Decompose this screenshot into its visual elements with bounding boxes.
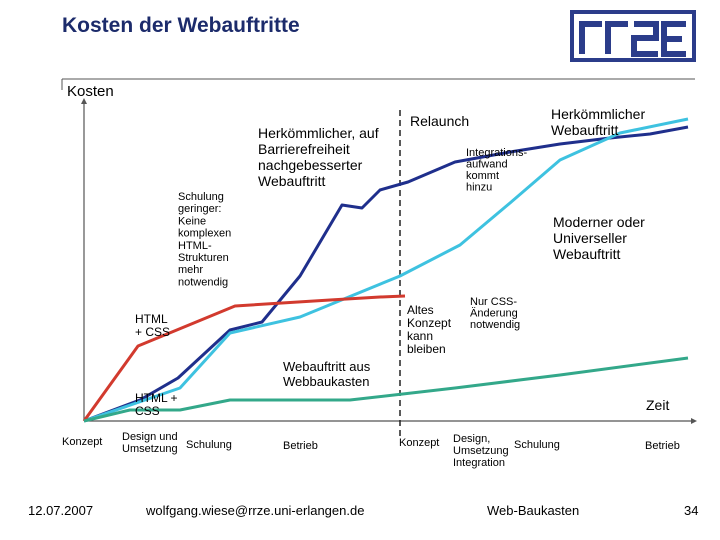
relaunch-label: Relaunch <box>410 113 469 129</box>
x-tick-design-1: Design und Umsetzung <box>122 431 178 455</box>
x-axis-label: Zeit <box>646 397 669 413</box>
y-axis-label: Kosten <box>67 83 114 100</box>
x-tick-konzept-2: Konzept <box>399 437 439 449</box>
annotation-html-css-lower: HTML + CSS <box>135 391 178 418</box>
x-tick-konzept-1: Konzept <box>62 436 102 448</box>
series-line-webbaukasten <box>82 294 406 422</box>
slide-title: Kosten der Webauftritte <box>62 14 300 37</box>
annotation-herkoemmlich-barrierefrei: Herkömmlicher, auf Barrierefreiheit nachge… <box>258 125 379 189</box>
x-tick-betrieb-2: Betrieb <box>645 440 680 452</box>
annotation-moderner-universeller: Moderner oder Universeller Webauftritt <box>553 214 645 262</box>
x-tick-schulung-2: Schulung <box>514 439 560 451</box>
annotation-webauftritt-baukasten: Webauftritt aus Webbaukasten <box>283 359 371 389</box>
annotation-altes-konzept: Altes Konzept kann bleiben <box>407 303 452 356</box>
annotation-herkoemmlicher-webauftritt: Herkömmlicher Webauftritt <box>551 106 645 138</box>
annotation-schulung-geringer: Schulung geringer: Keine komplexen HTML-Stru… <box>178 191 231 288</box>
footer-page-number: 34 <box>684 503 699 518</box>
x-tick-betrieb-1: Betrieb <box>283 440 318 452</box>
annotation-integrationsaufwand: Integrations-aufwand kommt hinzu <box>466 147 527 194</box>
chart-labels: Kosten Zeit Relaunch Konzept Design und Umset… <box>62 83 680 469</box>
footer-date: 12.07.2007 <box>28 503 94 518</box>
footer-email[interactable]: wolfgang.wiese@rrze.uni-erlangen.de <box>146 503 365 518</box>
x-tick-schulung-1: Schulung <box>186 439 232 451</box>
rrze-logo <box>570 10 696 62</box>
x-tick-design-2: Design, Umsetzung Integration <box>453 433 509 469</box>
footer-product: Web-Baukasten <box>487 503 580 518</box>
series-line-barrierefrei <box>83 117 689 423</box>
series-line-herkoemmlich <box>83 125 689 423</box>
chart-series <box>82 117 689 423</box>
annotation-nur-css: Nur CSS-Änderung notwendig <box>470 296 520 331</box>
annotation-html-css-upper: HTML + CSS <box>135 312 170 339</box>
series-line-moderner <box>83 356 689 423</box>
